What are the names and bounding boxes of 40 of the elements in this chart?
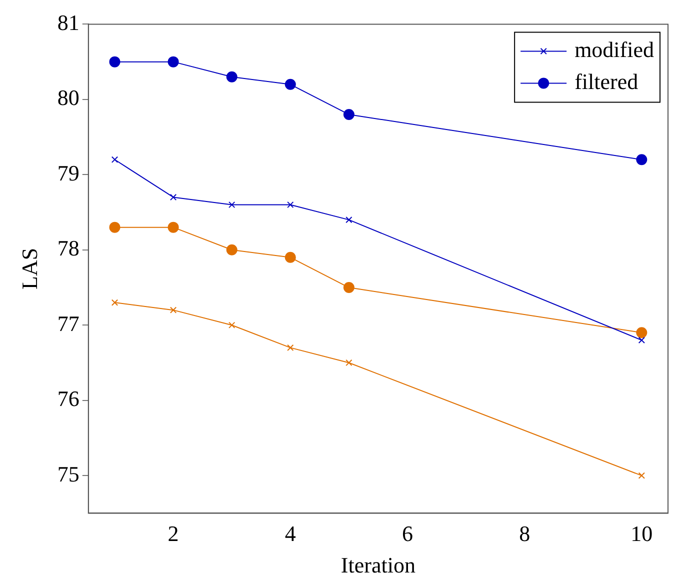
x-tick-label: 8 bbox=[519, 521, 530, 546]
y-axis-title: LAS bbox=[16, 248, 42, 290]
point bbox=[168, 222, 179, 233]
y-tick-label: 79 bbox=[57, 160, 80, 186]
y-tick-label: 75 bbox=[57, 461, 80, 486]
point bbox=[636, 154, 648, 166]
point bbox=[638, 472, 645, 479]
y-tick-label: 77 bbox=[57, 310, 80, 336]
x-tick-label: 10 bbox=[630, 521, 653, 546]
point bbox=[111, 299, 118, 306]
legend-label: modified bbox=[574, 36, 654, 62]
x-axis-title: Iteration bbox=[340, 552, 416, 578]
point bbox=[287, 344, 294, 352]
point bbox=[226, 244, 238, 256]
x-tick-label: 2 bbox=[168, 521, 179, 546]
point bbox=[168, 56, 179, 68]
point bbox=[228, 322, 236, 328]
point bbox=[343, 282, 354, 294]
point bbox=[284, 252, 296, 263]
point bbox=[346, 359, 352, 366]
point bbox=[170, 194, 177, 201]
point bbox=[170, 306, 177, 314]
point bbox=[284, 78, 296, 90]
y-tick-label: 78 bbox=[57, 236, 80, 261]
point bbox=[228, 201, 236, 208]
point bbox=[636, 327, 648, 338]
legend-label: filtered bbox=[574, 68, 638, 94]
point bbox=[343, 108, 354, 120]
point bbox=[346, 216, 352, 224]
y-tick-label: 76 bbox=[57, 386, 80, 412]
point bbox=[638, 336, 645, 344]
y-tick-label: 81 bbox=[57, 10, 80, 35]
y-tick-label: 80 bbox=[57, 85, 80, 110]
point bbox=[109, 222, 120, 233]
point bbox=[287, 201, 294, 208]
point bbox=[111, 156, 118, 163]
x-tick-label: 4 bbox=[284, 521, 296, 546]
x-tick-label: 6 bbox=[402, 521, 413, 546]
point bbox=[226, 71, 238, 82]
point bbox=[109, 56, 120, 68]
